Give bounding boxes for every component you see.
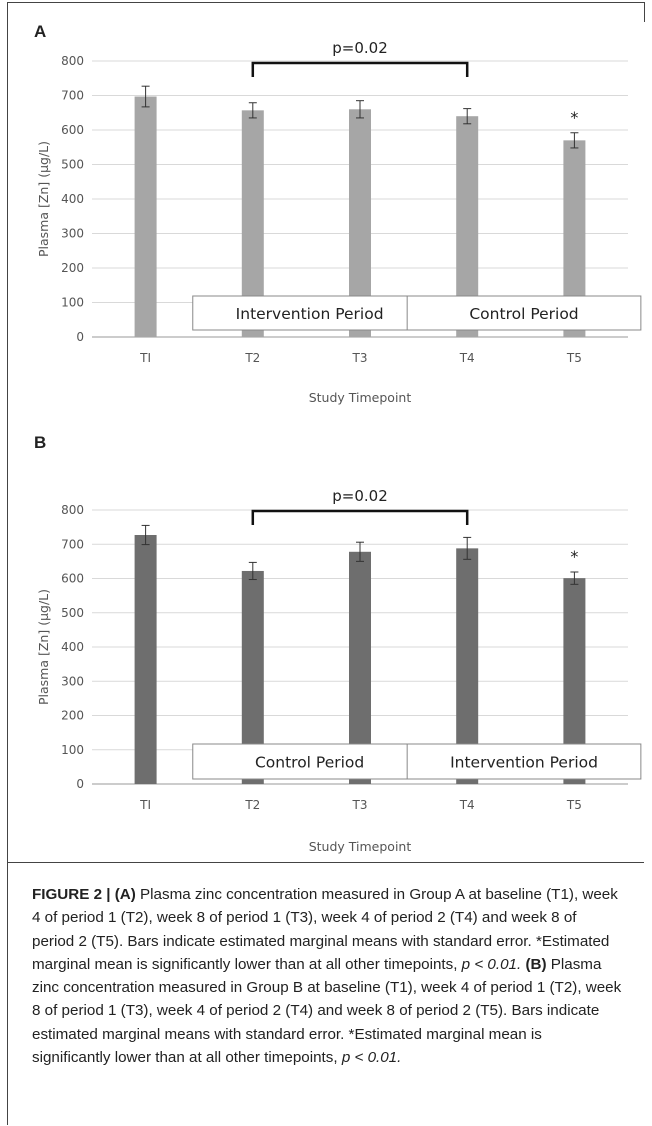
bar — [134, 96, 157, 337]
caption-part-b-text: Plasma zinc concentration measured in Gr… — [32, 955, 622, 1067]
figure-caption: FIGURE 2 | (A) Plasma zinc concentration… — [32, 883, 622, 1069]
caption-part-a-p: p < 0.01. — [461, 955, 526, 973]
x-tick-label: T2 — [244, 351, 260, 365]
y-tick-label: 0 — [76, 777, 84, 791]
bar — [134, 535, 157, 784]
y-tick-label: 200 — [61, 261, 84, 275]
caption-part-a-label: (A) — [114, 886, 136, 903]
x-tick-label: TI — [139, 351, 151, 365]
caption-figure-label: FIGURE 2 | — [32, 886, 115, 903]
x-tick-label: TI — [139, 798, 151, 812]
bar — [563, 578, 586, 784]
bar — [241, 110, 264, 338]
y-tick-label: 400 — [61, 192, 84, 206]
x-tick-label: T2 — [244, 798, 260, 812]
y-tick-label: 500 — [61, 158, 84, 172]
x-tick-label: T3 — [352, 798, 368, 812]
bar — [456, 116, 479, 337]
y-tick-label: 500 — [61, 606, 84, 620]
period-label: Control Period — [469, 305, 578, 323]
y-tick-label: 600 — [61, 123, 84, 137]
y-tick-label: 600 — [61, 572, 84, 586]
caption-divider — [7, 862, 644, 863]
y-tick-label: 300 — [61, 674, 84, 688]
y-tick-label: 100 — [61, 743, 84, 757]
x-tick-label: T4 — [459, 351, 475, 365]
x-tick-label: T4 — [459, 798, 475, 812]
period-label: Intervention Period — [236, 305, 384, 323]
caption-part-a-text: Plasma zinc concentration measured in Gr… — [32, 886, 618, 973]
bar — [349, 109, 371, 337]
chart-b: 0 100 200 300 400 500 600 700 800 TI T2 T3 T4 T5 Contr… — [36, 487, 642, 854]
bar — [563, 140, 586, 337]
y-tick-label: 300 — [61, 227, 84, 241]
significance-bracket — [251, 509, 469, 525]
caption-part-b-p: p < 0.01. — [341, 1049, 402, 1067]
period-box — [406, 295, 642, 331]
period-box — [406, 743, 642, 780]
period-box — [192, 295, 427, 331]
frame-corner-tick — [644, 2, 645, 22]
period-box — [192, 743, 427, 780]
panel-b-letter: B — [34, 433, 47, 452]
y-tick-label: 800 — [61, 503, 84, 517]
bar — [241, 570, 264, 784]
y-tick-label: 400 — [61, 640, 84, 654]
x-axis-label: Study Timepoint — [309, 390, 412, 405]
bar — [456, 548, 479, 784]
y-tick-label: 700 — [61, 537, 84, 551]
p-value-label: p=0.02 — [332, 39, 388, 57]
x-tick-label: T3 — [352, 351, 368, 365]
x-tick-label: T5 — [566, 798, 582, 812]
y-tick-label: 0 — [76, 330, 84, 344]
figure-frame — [7, 2, 645, 1125]
period-label: Control Period — [255, 754, 364, 772]
significance-star: * — [570, 547, 578, 566]
significance-bracket — [251, 61, 469, 77]
panel-a-letter: A — [34, 22, 47, 41]
caption-part-b-label: (B) — [525, 955, 547, 973]
bar — [349, 551, 371, 784]
x-tick-label: T5 — [566, 351, 582, 365]
p-value-label: p=0.02 — [332, 487, 388, 505]
period-label: Intervention Period — [450, 754, 598, 772]
y-axis-label: Plasma [Zn] (µg/L) — [36, 141, 51, 257]
y-tick-label: 800 — [61, 54, 84, 68]
y-tick-label: 200 — [61, 709, 84, 723]
x-axis-label: Study Timepoint — [309, 839, 412, 854]
y-axis-label: Plasma [Zn] (µg/L) — [36, 589, 51, 705]
significance-star: * — [570, 108, 578, 127]
chart-a: 0 100 200 300 400 500 600 700 800 TI T2 T3 T4 T5 Inter… — [36, 39, 642, 405]
y-tick-label: 100 — [61, 296, 84, 310]
y-tick-label: 700 — [61, 89, 84, 103]
